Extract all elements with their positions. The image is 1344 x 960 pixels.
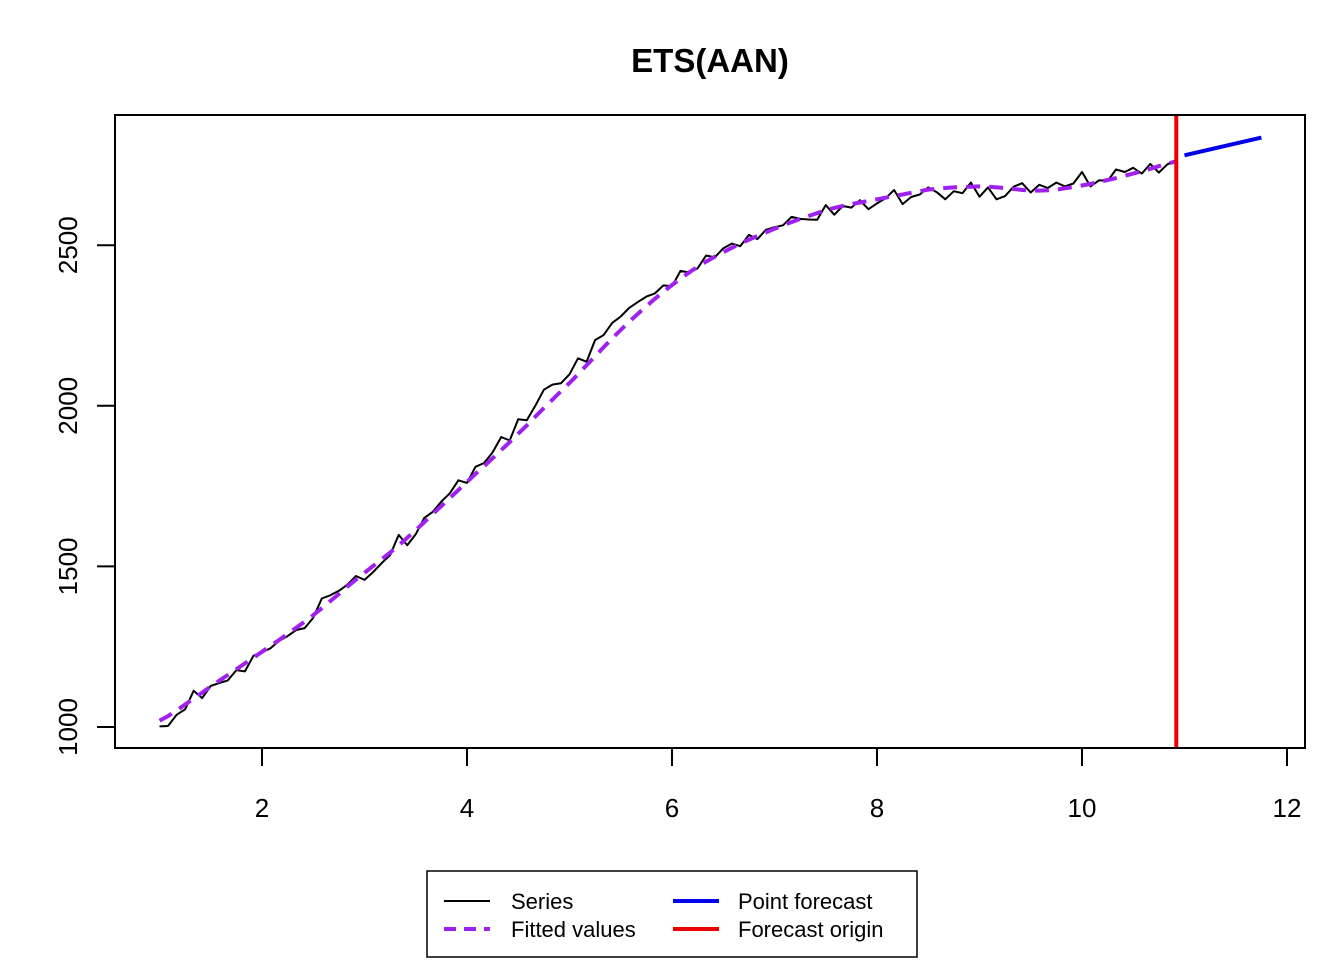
y-tick-label: 1000 (53, 698, 83, 756)
x-axis: 2 4 6 8 10 12 (255, 747, 1302, 823)
fitted-values-line (158, 159, 1177, 723)
point-forecast-line (1184, 135, 1262, 158)
x-tick-label: 2 (255, 793, 269, 823)
plot-frame (114, 114, 1306, 749)
axes: 2 4 6 8 10 12 1000 1500 2000 2500 (53, 216, 1301, 823)
x-tick-label: 6 (665, 793, 679, 823)
legend-label-forecast: Point forecast (738, 889, 873, 914)
plot-area (158, 115, 1262, 748)
legend: Series Fitted values Point forecast Fore… (426, 870, 918, 958)
x-tick-label: 10 (1068, 793, 1097, 823)
chart-title: ETS(AAN) (631, 42, 789, 79)
series-line (159, 159, 1177, 728)
legend-label-fitted: Fitted values (511, 917, 636, 942)
x-tick-label: 4 (460, 793, 474, 823)
legend-label-origin: Forecast origin (738, 917, 884, 942)
y-tick-label: 2000 (53, 377, 83, 435)
legend-label-series: Series (511, 889, 573, 914)
legend-box (426, 870, 918, 958)
x-tick-label: 8 (870, 793, 884, 823)
y-tick-label: 1500 (53, 537, 83, 595)
y-axis: 1000 1500 2000 2500 (53, 216, 116, 756)
x-tick-label: 12 (1273, 793, 1302, 823)
y-tick-label: 2500 (53, 216, 83, 274)
